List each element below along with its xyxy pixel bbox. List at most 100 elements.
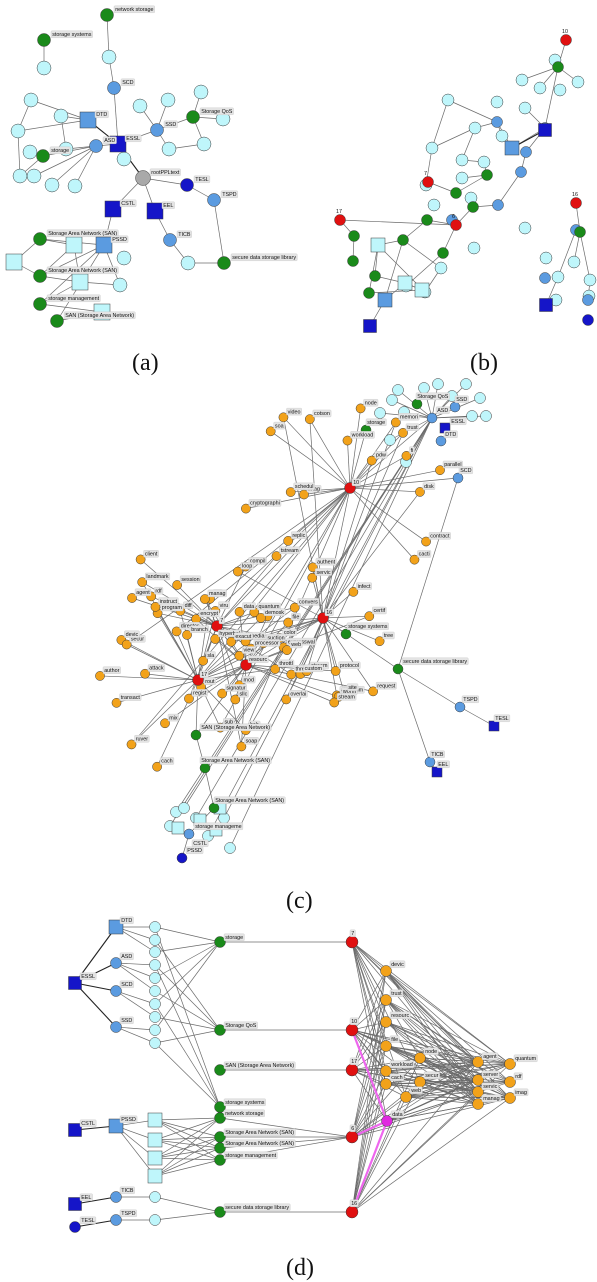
graph-edge [186, 634, 199, 681]
term-label: protocol [338, 661, 361, 669]
term-node [390, 417, 401, 428]
node-a_dtd [79, 111, 97, 129]
graph-node [520, 146, 532, 158]
d-col4-label-text: storage management [225, 1153, 276, 1159]
named-label-text: storage manageme [195, 824, 241, 830]
term-label-text: trust [407, 425, 418, 431]
graph-edge [431, 127, 476, 149]
graph-node [454, 701, 466, 713]
graph-edge [447, 99, 498, 123]
graph-node [147, 1150, 163, 1166]
d-col2-label: TICB [119, 1186, 135, 1195]
named-label-text: ASD [437, 408, 448, 414]
panel-b-label: 17 [336, 209, 342, 215]
graph-edge [339, 219, 457, 226]
d-col7-node [472, 1086, 484, 1098]
graph-edge [497, 171, 522, 206]
graph-edge [459, 706, 495, 727]
d-col7-label: rdf [513, 1072, 523, 1081]
graph-edge [385, 970, 511, 1065]
term-node [126, 739, 137, 750]
graph-edge [74, 982, 117, 1028]
d-col4-node [214, 1024, 226, 1036]
d-col6-label: trust [389, 989, 404, 997]
graph-node [411, 398, 423, 410]
d-col1-label-text: ESSL [81, 974, 95, 980]
graph-edge [176, 584, 218, 627]
term-label: rdf [154, 586, 164, 595]
d-col6-node [380, 994, 392, 1006]
graph-node [467, 241, 481, 255]
graph-node [468, 121, 482, 135]
graph-node [552, 61, 564, 73]
d-col1-node [68, 976, 82, 990]
term-label-text: worm [342, 689, 357, 695]
term-label: mod [242, 675, 256, 684]
d-col2-label: TSPD [119, 1209, 137, 1218]
graph-node [574, 226, 586, 238]
graph-node [538, 123, 552, 137]
node-a_asd-label-text: ASD [104, 138, 115, 144]
graph-node [449, 401, 461, 413]
named-label: TSPD [461, 695, 479, 703]
graph-edge [397, 477, 459, 670]
term-label-text: sub [224, 720, 233, 726]
d-col7-label-text: imag [515, 1090, 527, 1096]
graph-edge [154, 926, 221, 1108]
node-a_dtd-label: DTD [94, 110, 109, 119]
term-node [342, 435, 353, 446]
term-node [368, 686, 378, 697]
graph-node [488, 720, 500, 732]
term-node [95, 671, 105, 681]
named-label: EEL [436, 760, 450, 768]
node-a_tspd [207, 193, 221, 207]
term-label-text: branch [191, 627, 207, 633]
term-label: soap [244, 737, 259, 744]
d-col5-label-text: 17 [351, 1059, 357, 1065]
graph-edge [405, 1079, 479, 1098]
term-label: trust [405, 423, 420, 431]
node-a_tspd-label: TSPD [220, 190, 238, 199]
term-label-text: session [181, 577, 199, 583]
term-label-text: soap [246, 738, 258, 744]
d-col2-label: SCD [119, 980, 134, 988]
graph-edge [154, 990, 221, 1031]
d-col4-label-text: network storage [225, 1111, 263, 1117]
graph-edge [368, 289, 423, 294]
node-a_smgmt-label: storage management [46, 294, 101, 302]
graph-node [347, 255, 359, 267]
graph-node [190, 729, 202, 741]
graph-edge [351, 1057, 421, 1138]
graph-node [495, 129, 509, 143]
d-col6-label: devic [389, 960, 406, 968]
graph-node [178, 802, 190, 814]
graph-node [149, 946, 161, 958]
d-col4-node [214, 936, 226, 948]
graph-edge [154, 1042, 221, 1108]
term-label-text: processor [255, 641, 279, 647]
term-label-text: instruct [160, 599, 178, 605]
graph-node [180, 255, 196, 271]
graph-edge [154, 1139, 221, 1161]
term-label: view [242, 646, 256, 654]
node-a_netstore [100, 8, 114, 22]
d-col7-label-text: manag [483, 1096, 499, 1102]
term-label-text: custom [305, 666, 323, 672]
term-label: cacti [417, 550, 432, 558]
term-label: memori [398, 413, 420, 420]
term-label-text: video [288, 409, 301, 415]
term-label: landmark [145, 572, 170, 580]
term-label-text: parallel [444, 462, 461, 468]
node-a_sqos-label: Storage QoS [199, 107, 234, 116]
d-col7-label: servic [481, 1082, 499, 1091]
graph-node [363, 287, 375, 299]
d-col5-label-text: 10 [351, 1019, 357, 1025]
graph-node [149, 934, 161, 946]
d-col2-node [108, 1118, 124, 1134]
graph-node [149, 1191, 161, 1203]
d-col5-node [345, 1205, 359, 1219]
d-col4-label: secure data storage library [223, 1203, 291, 1212]
graph-node [477, 155, 491, 169]
graph-edge [385, 1045, 479, 1093]
node-a_smgmt [33, 297, 47, 311]
